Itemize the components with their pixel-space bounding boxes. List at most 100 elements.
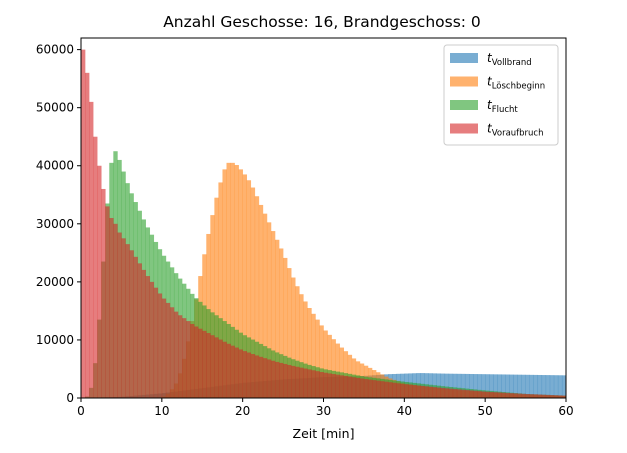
y-tick-label: 20000	[36, 275, 74, 289]
histogram-bar	[324, 373, 328, 398]
histogram-bar	[247, 353, 251, 398]
histogram-bar	[412, 385, 416, 398]
x-tick-label: 30	[316, 404, 331, 418]
histogram-bar	[283, 364, 287, 398]
histogram-bar	[134, 257, 138, 398]
histogram-bar	[518, 394, 522, 398]
histogram-bar	[218, 340, 222, 398]
histogram-bar	[457, 389, 461, 398]
histogram-bar	[384, 382, 388, 398]
histogram-bar	[344, 376, 348, 398]
histogram-bar	[89, 102, 93, 398]
histogram-bar	[295, 367, 299, 398]
legend-swatch	[450, 100, 478, 110]
y-tick-label: 50000	[36, 101, 74, 115]
histogram-bar	[275, 362, 279, 398]
histogram-bar	[239, 349, 243, 398]
histogram-bar	[400, 384, 404, 398]
histogram-bar	[429, 387, 433, 398]
histogram-bar	[356, 378, 360, 398]
histogram-bar	[534, 394, 538, 398]
histogram-bar	[138, 263, 142, 398]
histogram-bar	[214, 337, 218, 398]
histogram-bar	[146, 276, 150, 398]
histogram-bar	[315, 371, 319, 398]
histogram-bar	[227, 344, 231, 398]
histogram-bar	[307, 369, 311, 398]
histogram-bar	[117, 233, 121, 398]
histogram-bar	[150, 282, 154, 398]
histogram-bar	[340, 375, 344, 398]
histogram-bar	[113, 224, 117, 398]
histogram-bar	[210, 335, 214, 398]
histogram-bar	[546, 375, 550, 398]
histogram-bar	[231, 346, 235, 398]
histogram-bar	[530, 394, 534, 398]
histogram-bar	[279, 363, 283, 398]
histogram-bar	[453, 389, 457, 398]
histogram-bar	[421, 386, 425, 398]
histogram-bar	[396, 383, 400, 398]
histogram-bar	[182, 318, 186, 398]
histogram-bar	[105, 206, 109, 398]
histogram-bar	[542, 375, 546, 398]
histogram-bar	[299, 368, 303, 398]
histogram-bar	[178, 315, 182, 398]
histogram-bar	[271, 361, 275, 398]
histogram-bar	[497, 392, 501, 398]
y-tick-label: 0	[66, 391, 74, 405]
histogram-bar	[364, 379, 368, 398]
x-tick-label: 50	[478, 404, 493, 418]
histogram-bar	[501, 393, 505, 398]
histogram-bar	[376, 381, 380, 398]
histogram-bar	[493, 392, 497, 398]
x-axis-label: Zeit [min]	[293, 426, 355, 441]
histogram-bar	[449, 389, 453, 398]
x-tick-label: 60	[558, 404, 573, 418]
histogram-bar	[509, 393, 513, 398]
histogram-bar	[174, 312, 178, 398]
histogram-bar	[538, 375, 542, 398]
histogram-bar	[485, 392, 489, 398]
histogram-bar	[360, 379, 364, 398]
histogram-bar	[558, 375, 562, 398]
histogram-bar	[554, 375, 558, 398]
legend: tVollbrandtLöschbeginntFluchttVoraufbruc…	[444, 45, 558, 145]
histogram-bar	[255, 355, 259, 398]
legend-swatch	[450, 124, 478, 134]
histogram-bar	[441, 388, 445, 398]
histogram-bar	[311, 370, 315, 398]
y-tick-label: 30000	[36, 217, 74, 231]
histogram-bar	[93, 137, 97, 398]
histogram-bar	[461, 390, 465, 398]
histogram-bar	[130, 250, 134, 398]
histogram-bar	[481, 391, 485, 398]
histogram-bar	[388, 382, 392, 398]
x-tick-label: 10	[154, 404, 169, 418]
histogram-bar	[489, 392, 493, 398]
histogram-bar	[142, 270, 146, 398]
histogram-bar	[235, 348, 239, 398]
histogram-bar	[97, 166, 101, 398]
histogram-bar	[85, 73, 89, 398]
histogram-bar	[433, 387, 437, 398]
histogram-bar	[538, 395, 542, 398]
histogram-bar	[465, 390, 469, 398]
histogram-bar	[162, 299, 166, 398]
histogram-bar	[206, 333, 210, 398]
histogram-bar	[154, 288, 158, 398]
histogram-bar	[404, 384, 408, 398]
histogram-bar	[81, 50, 85, 398]
histogram-bar	[513, 393, 517, 398]
histogram-bar	[550, 375, 554, 398]
histogram-bar	[186, 321, 190, 398]
x-tick-label: 20	[235, 404, 250, 418]
histogram-bar	[263, 358, 267, 398]
histogram-bar	[202, 331, 206, 398]
histogram-bar	[158, 293, 162, 398]
y-tick-label: 10000	[36, 333, 74, 347]
histogram-bar	[109, 218, 113, 398]
histogram-bar	[198, 329, 202, 398]
